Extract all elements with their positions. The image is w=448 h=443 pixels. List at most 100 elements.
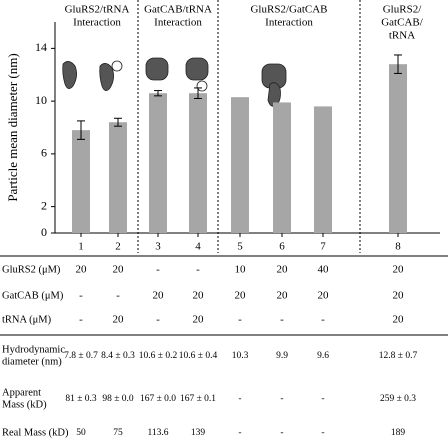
table-cell: 40 <box>318 264 330 276</box>
group-label: GatCAB/tRNA <box>144 4 212 16</box>
table-cell: - <box>280 428 283 438</box>
table-cell: - <box>321 394 324 404</box>
x-tick-label: 7 <box>320 241 326 253</box>
error-bar <box>194 87 202 99</box>
bar <box>389 64 407 233</box>
table-cell: 167 ± 0.0 <box>140 394 176 404</box>
table-cell: - <box>156 314 160 326</box>
table-cell: 20 <box>193 290 205 302</box>
row-label: GluRS2 (μM) <box>2 264 61 275</box>
table-cell: 50 <box>76 428 86 438</box>
y-tick-label: 6 <box>41 146 47 160</box>
bar <box>109 122 127 233</box>
table-cell: 9.9 <box>276 351 288 361</box>
row-label: GatCAB (μM) <box>2 290 64 301</box>
table-cell: 20 <box>277 290 289 302</box>
table-cell: 10.6 ± 0.4 <box>179 351 218 361</box>
table-cell: 20 <box>318 290 330 302</box>
table-cell: 10.6 ± 0.2 <box>139 351 178 361</box>
error-bar <box>394 54 402 74</box>
row-label: diameter (nm) <box>2 356 62 367</box>
x-tick-label: 8 <box>395 241 401 253</box>
y-tick-label: 0 <box>41 225 47 239</box>
table-cell: 10.3 <box>232 351 249 361</box>
table-cell: - <box>238 428 241 438</box>
x-tick-label: 5 <box>237 241 243 253</box>
row-label: Mass (kD) <box>2 399 47 410</box>
bar <box>314 106 332 233</box>
y-tick-label: 14 <box>35 40 47 54</box>
y-tick-label: 10 <box>35 93 47 107</box>
table-cell: 10 <box>235 264 247 276</box>
y-tick-label: 2 <box>41 198 47 212</box>
icon <box>145 57 169 81</box>
table-cell: 189 <box>391 428 406 438</box>
bar <box>189 93 207 234</box>
icon <box>185 57 209 81</box>
group-label: GluRS2/ <box>383 4 422 16</box>
table-cell: - <box>79 314 83 326</box>
bar <box>231 97 249 233</box>
group-label: GluRS2/GatCAB <box>250 4 327 16</box>
group-label: tRNA <box>389 30 415 42</box>
table-cell: 9.6 <box>317 351 329 361</box>
table-cell: - <box>156 264 160 276</box>
table-cell: - <box>321 314 325 326</box>
icons <box>62 57 287 107</box>
error-bar <box>114 117 122 127</box>
table-cell: - <box>196 264 200 276</box>
table-cell: 81 ± 0.3 <box>65 394 97 404</box>
group-label: GatCAB/ <box>381 17 424 29</box>
group-label: Interaction <box>265 17 313 29</box>
bar <box>72 130 90 233</box>
table-cell: - <box>280 314 284 326</box>
table-cell: 20 <box>153 290 165 302</box>
table-cell: - <box>321 428 324 438</box>
table-cell: 20 <box>113 264 125 276</box>
x-tick-label: 3 <box>155 241 161 253</box>
row-label: Real Mass (kD) <box>2 427 69 438</box>
icon <box>62 61 77 89</box>
table-cell: - <box>238 394 241 404</box>
table-cell: - <box>238 314 242 326</box>
table-cell: 20 <box>76 264 88 276</box>
icon <box>111 60 123 72</box>
table-cell: - <box>116 290 120 302</box>
group-label: Interaction <box>154 17 202 29</box>
table-cell: 98 ± 0.0 <box>102 394 134 404</box>
x-tick-label: 1 <box>78 241 84 253</box>
error-bar <box>77 120 85 140</box>
table-cell: 139 <box>191 428 206 438</box>
row-label: Apparent <box>2 387 41 398</box>
x-tick-label: 6 <box>279 241 285 253</box>
icon <box>99 63 114 91</box>
table-cell: 20 <box>235 290 247 302</box>
table-cell: 259 ± 0.3 <box>380 394 416 404</box>
group-label: Interaction <box>73 17 121 29</box>
row-label: tRNA (μM) <box>2 314 52 325</box>
icon <box>267 82 281 107</box>
x-tick-label: 4 <box>195 241 201 253</box>
icon <box>196 80 208 92</box>
table-cell: 113.6 <box>147 428 168 438</box>
table-cell: 75 <box>113 428 123 438</box>
table-cell: 12.8 ± 0.7 <box>379 351 418 361</box>
row-label: Hydrodynamic <box>2 344 65 355</box>
table-cell: 167 ± 0.1 <box>180 394 216 404</box>
x-tick-label: 2 <box>115 241 121 253</box>
table-cell: 20 <box>113 314 125 326</box>
table-cell: 20 <box>277 264 289 276</box>
table-cell: 20 <box>393 314 405 326</box>
table-cell: 20 <box>193 314 205 326</box>
bar <box>273 102 291 233</box>
error-bar <box>154 90 162 97</box>
table-cell: - <box>79 290 83 302</box>
bar <box>149 93 167 234</box>
table-cell: - <box>280 394 283 404</box>
group-label: GluRS2/tRNA <box>65 4 130 16</box>
table-cell: 20 <box>393 264 405 276</box>
table-cell: 7.8 ± 0.7 <box>64 351 98 361</box>
y-axis-label: Particle mean diameter (nm) <box>5 53 20 201</box>
table-cell: 20 <box>393 290 405 302</box>
